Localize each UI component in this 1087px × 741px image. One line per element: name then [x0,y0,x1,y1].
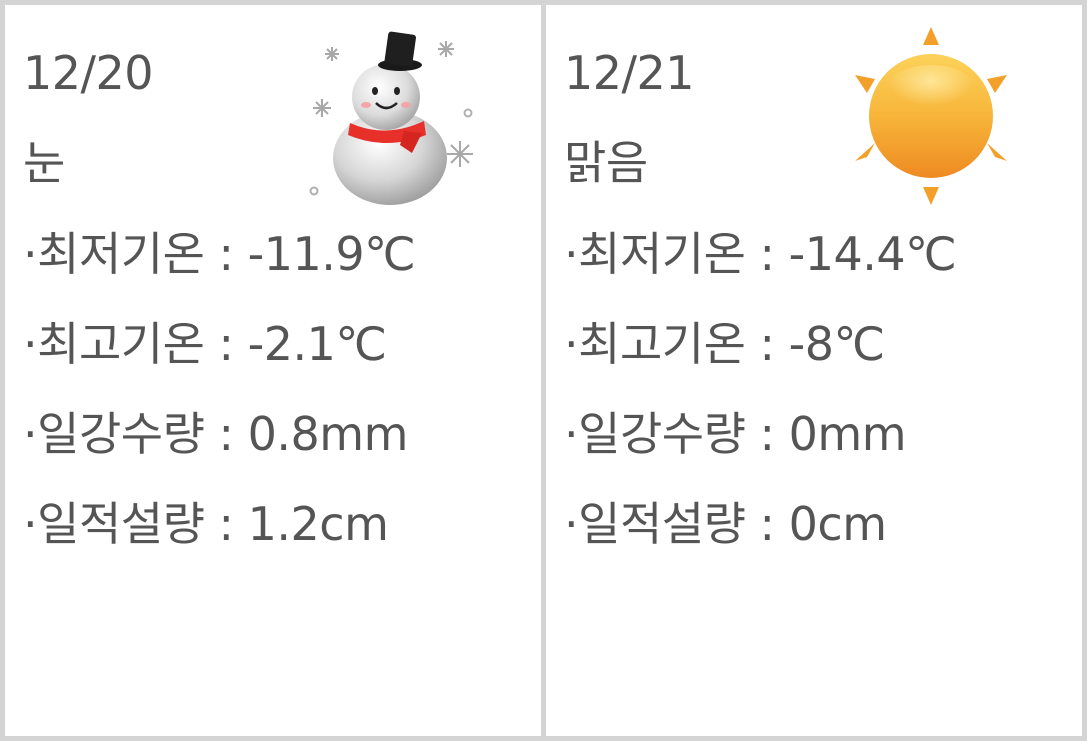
weather-day-card: 12/21 맑음 ·최저기온 : -14.4℃ ·최고기온 : -8℃ ·일강수… [546,5,1087,741]
condition-label: 맑음 [564,136,648,190]
date-label: 12/20 [23,46,154,100]
min-temp-row: ·최저기온 : -11.9℃ [23,227,416,281]
min-temp-row: ·최저기온 : -14.4℃ [564,227,957,281]
snowfall-row: ·일적설량 : 1.2cm [23,497,389,551]
precipitation-row: ·일강수량 : 0.8mm [23,407,408,461]
condition-label: 눈 [23,136,65,190]
max-temp-row: ·최고기온 : -8℃ [564,317,885,371]
precipitation-row: ·일강수량 : 0mm [564,407,907,461]
date-label: 12/21 [564,46,695,100]
snowman-icon [309,31,473,205]
weather-day-card: 12/20 눈 ·최저기온 : -11.9℃ ·최고기온 : -2.1℃ ·일강… [5,5,546,741]
snowflake-icon [313,41,473,167]
sun-icon [855,27,1007,205]
max-temp-row: ·최고기온 : -2.1℃ [23,317,387,371]
snowfall-row: ·일적설량 : 0cm [564,497,887,551]
